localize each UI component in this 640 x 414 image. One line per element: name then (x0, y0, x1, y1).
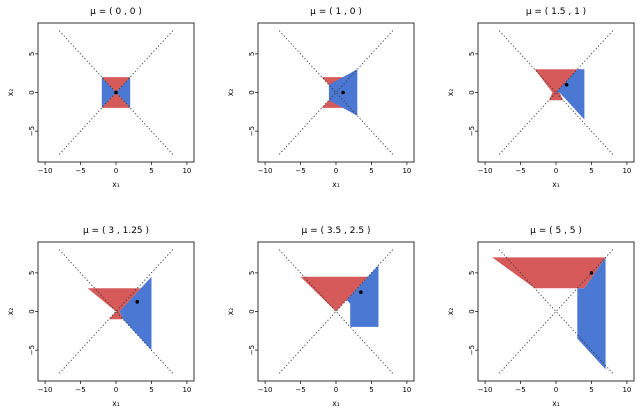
x-axis-label: x₁ (332, 180, 339, 189)
mu-point (564, 82, 569, 87)
region-blue (577, 257, 606, 370)
panel-title: μ = ( 0 , 0 ) (90, 7, 142, 17)
diagonal-line (498, 30, 614, 155)
panel-3: μ = ( 1.5 , 1 ) −10 −5 0 5 10 −5 0 5 x₁ x₂ (446, 7, 635, 189)
x-tick-label: −10 (478, 386, 493, 394)
x-axis-label: x₁ (552, 180, 559, 189)
panel-5: μ = ( 3.5 , 2.5 ) −10 −5 0 5 10 −5 0 5 x₁ x₂ (226, 226, 415, 408)
anti-diagonal-line (58, 249, 174, 374)
region-blue (346, 265, 379, 327)
panel-2: μ = ( 1 , 0 ) −10 −5 0 5 10 −5 0 5 x₁ x₂ (226, 7, 415, 189)
panel-title: μ = ( 1 , 0 ) (310, 7, 362, 17)
x-tick-label: 0 (334, 167, 338, 175)
x-axis-label: x₁ (552, 399, 559, 408)
y-axis-label: x₂ (6, 308, 15, 315)
x-tick-label: −5 (295, 386, 305, 394)
y-tick-label: 0 (248, 309, 256, 313)
region-red (300, 276, 368, 312)
y-tick-label: −5 (248, 126, 256, 136)
panel-title: μ = ( 5 , 5 ) (530, 226, 582, 236)
anti-diagonal-line (278, 249, 394, 374)
y-tick-label: −5 (28, 126, 36, 136)
x-tick-label: −5 (75, 167, 85, 175)
panel-title: μ = ( 3 , 1.25 ) (83, 226, 149, 236)
panel-4: μ = ( 3 , 1.25 ) −10 −5 0 5 10 −5 0 5 x₁ x₂ (6, 226, 195, 408)
diagonal-line (58, 249, 174, 374)
y-tick-label: 0 (28, 90, 36, 94)
panel-1: μ = ( 0 , 0 ) −10 −5 0 5 10 −5 0 5 x₁ x₂ (6, 7, 195, 189)
y-axis-label: x₂ (446, 308, 455, 315)
mu-point (135, 300, 140, 304)
x-tick-label: 0 (114, 167, 118, 175)
y-tick-label: 5 (468, 271, 476, 275)
anti-diagonal-line (498, 249, 614, 374)
y-tick-label: 0 (468, 309, 476, 313)
x-tick-label: 5 (369, 386, 373, 394)
x-tick-label: −5 (515, 386, 525, 394)
y-tick-label: 5 (28, 52, 36, 56)
y-tick-label: −5 (28, 345, 36, 355)
diagonal-line (278, 249, 394, 374)
region-blue (556, 69, 585, 120)
panel-title: μ = ( 3.5 , 2.5 ) (302, 226, 371, 236)
x-tick-label: −10 (38, 167, 53, 175)
x-tick-label: −5 (75, 386, 85, 394)
x-tick-label: 0 (334, 386, 338, 394)
x-tick-label: 10 (622, 386, 631, 394)
y-tick-label: −5 (248, 345, 256, 355)
x-tick-label: −10 (38, 386, 53, 394)
mu-point (589, 271, 594, 275)
y-tick-label: −5 (468, 345, 476, 355)
x-tick-label: 5 (589, 167, 593, 175)
y-axis-label: x₂ (226, 308, 235, 315)
anti-diagonal-line (58, 30, 174, 155)
x-tick-label: 5 (369, 167, 373, 175)
diagonal-line (58, 30, 174, 155)
x-tick-label: 5 (149, 386, 153, 394)
mu-point (341, 90, 345, 95)
x-tick-label: −5 (295, 167, 305, 175)
anti-diagonal-line (278, 30, 394, 155)
region-red (534, 69, 581, 101)
x-tick-label: 5 (589, 386, 593, 394)
y-tick-label: −5 (468, 126, 476, 136)
y-axis-label: x₂ (446, 89, 455, 96)
region-red (87, 288, 141, 320)
y-tick-label: 5 (28, 271, 36, 275)
x-axis-label: x₁ (332, 399, 339, 408)
x-tick-label: 10 (402, 386, 411, 394)
x-tick-label: 10 (182, 167, 191, 175)
panel-6: μ = ( 5 , 5 ) −10 −5 0 5 10 −5 0 5 x₁ x₂ (446, 226, 635, 408)
y-tick-label: 0 (468, 90, 476, 94)
x-tick-label: −10 (258, 167, 273, 175)
x-tick-label: 0 (554, 386, 558, 394)
anti-diagonal-line (498, 30, 614, 155)
x-tick-label: 0 (114, 386, 118, 394)
x-tick-label: 10 (402, 167, 411, 175)
diagonal-line (278, 30, 394, 155)
x-tick-label: −5 (515, 167, 525, 175)
panel-title: μ = ( 1.5 , 1 ) (526, 7, 586, 17)
y-axis-label: x₂ (6, 89, 15, 96)
y-tick-label: 0 (28, 309, 36, 313)
y-tick-label: 5 (248, 52, 256, 56)
mu-point (359, 290, 363, 294)
y-axis-label: x₂ (226, 89, 235, 96)
region-red (492, 257, 606, 289)
mu-point (114, 90, 118, 95)
x-tick-label: 10 (182, 386, 191, 394)
y-tick-label: 5 (468, 52, 476, 56)
y-tick-label: 5 (248, 271, 256, 275)
x-axis-label: x₁ (112, 399, 119, 408)
x-tick-label: −10 (258, 386, 273, 394)
x-tick-label: 5 (149, 167, 153, 175)
x-tick-label: 0 (554, 167, 558, 175)
x-tick-label: 10 (622, 167, 631, 175)
x-tick-label: −10 (478, 167, 493, 175)
region-blue (119, 276, 152, 351)
x-axis-label: x₁ (112, 180, 119, 189)
y-tick-label: 0 (248, 90, 256, 94)
diagonal-line (498, 249, 614, 374)
